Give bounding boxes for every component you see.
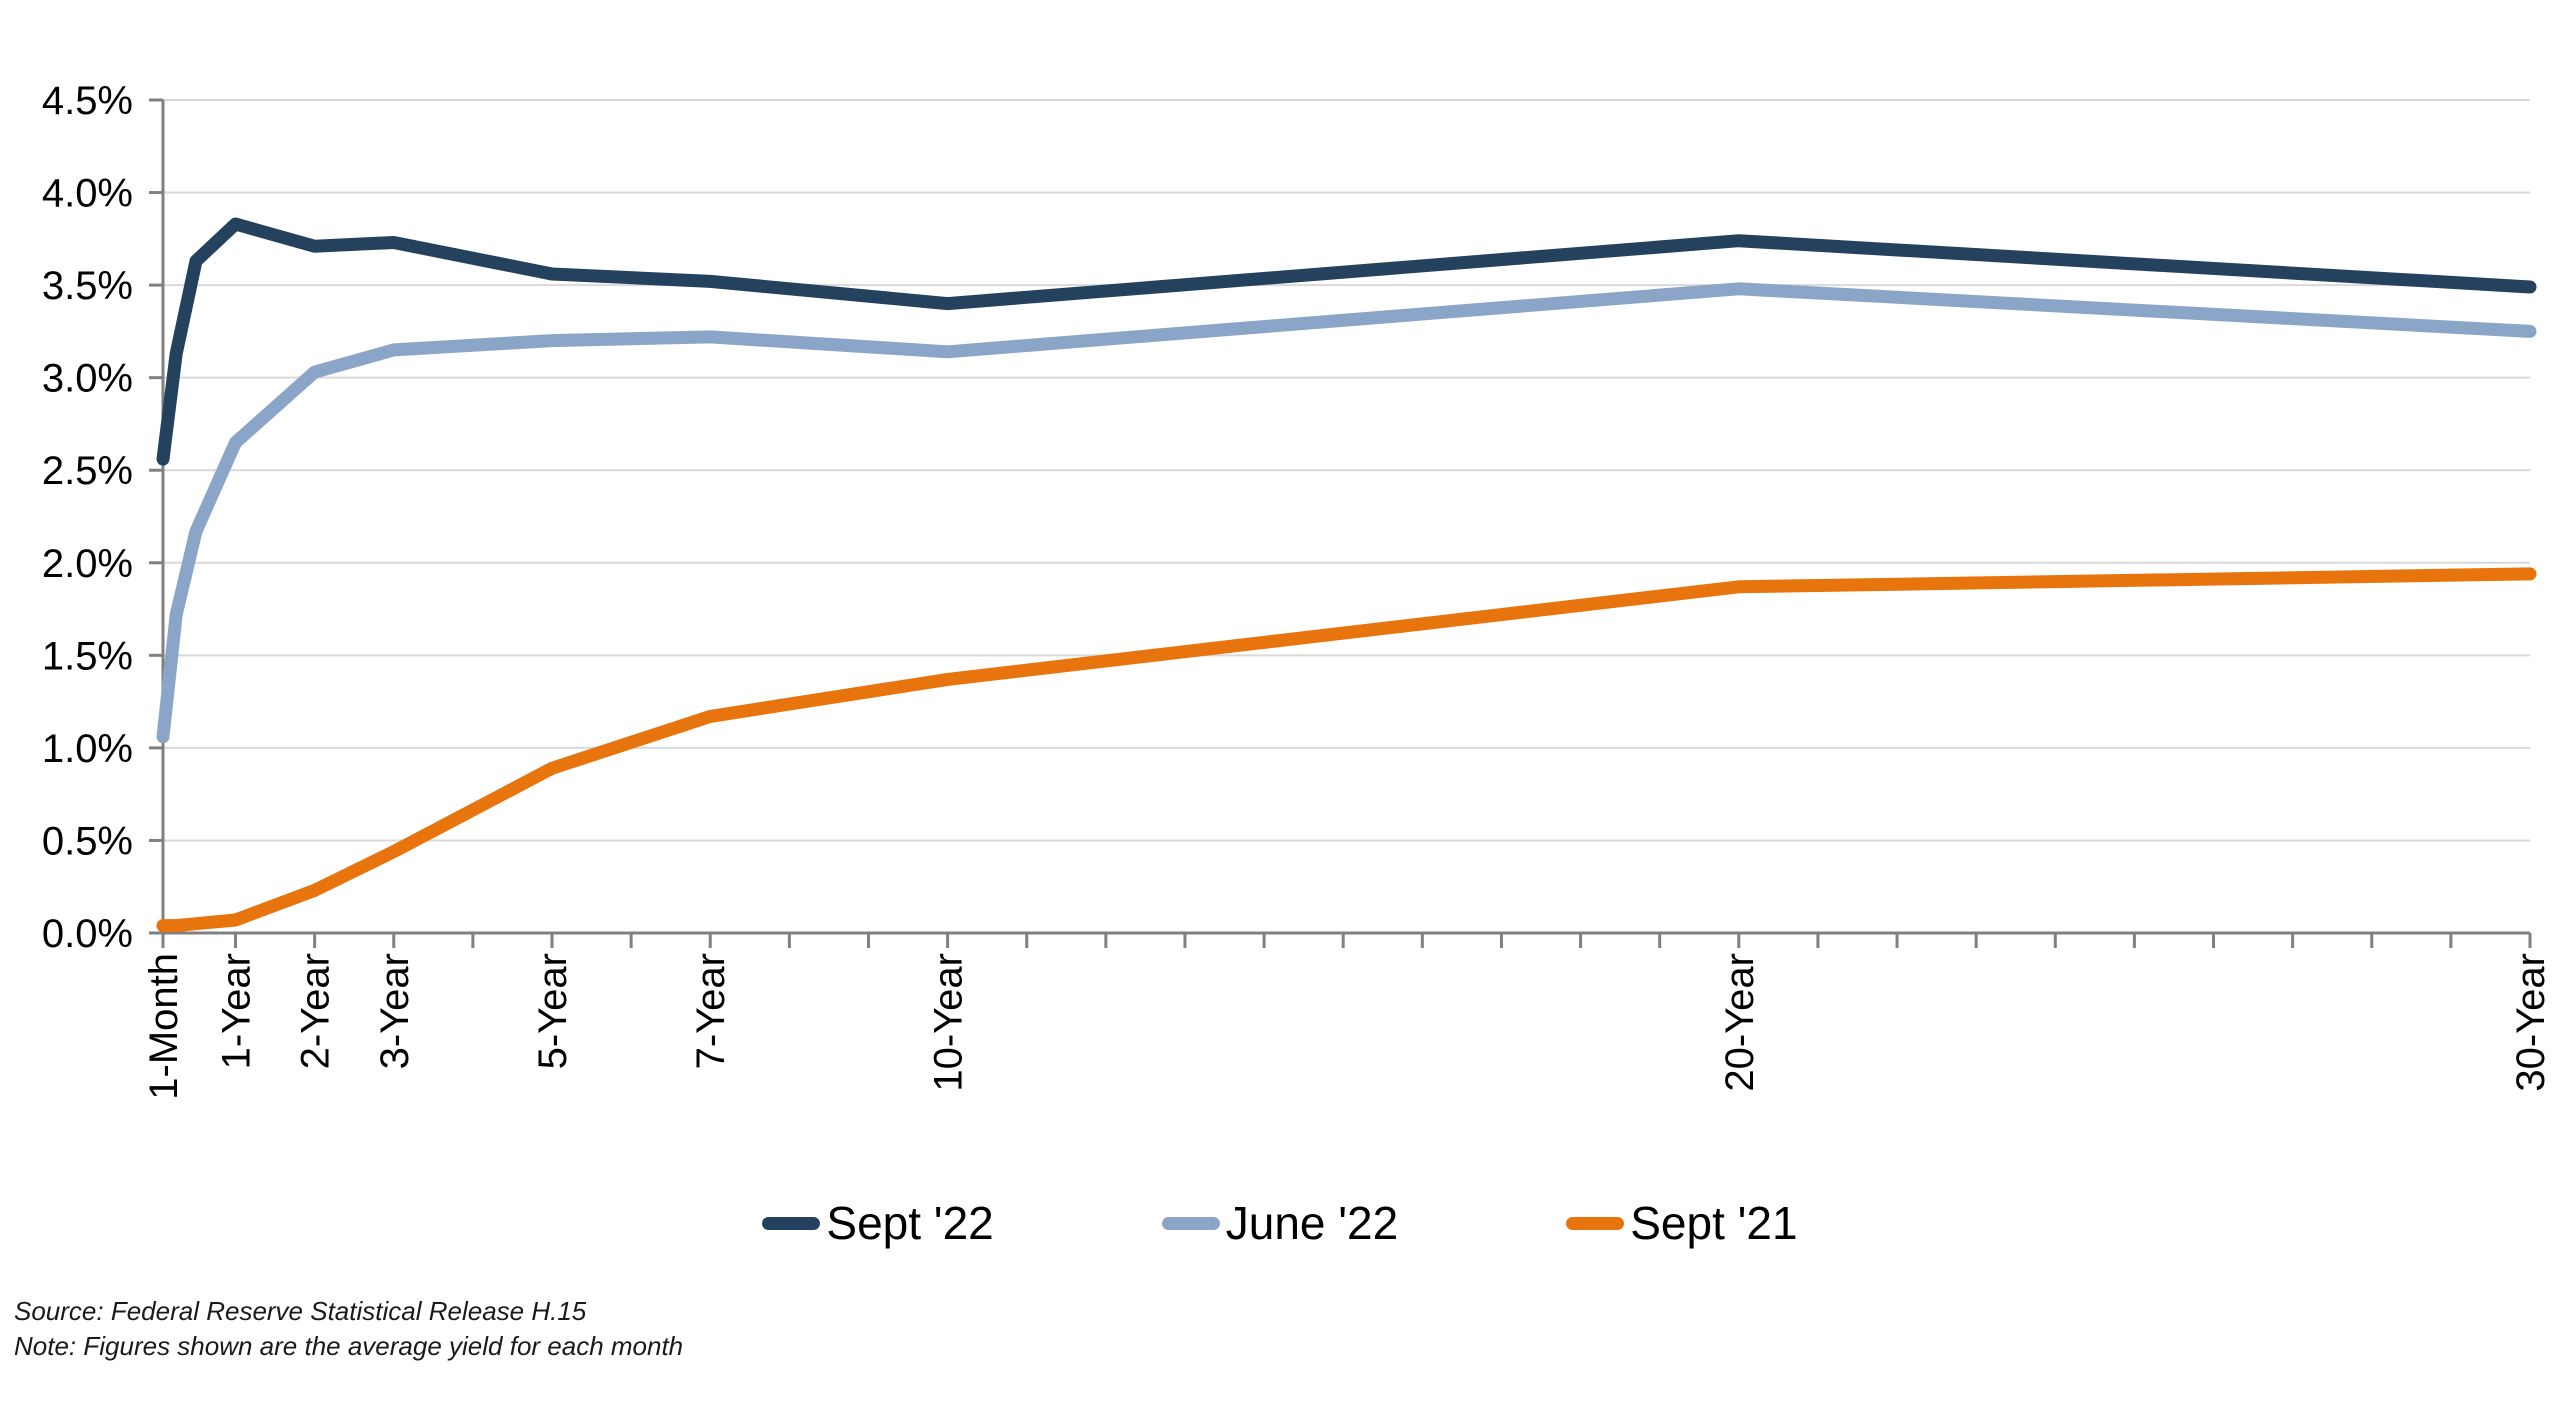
series-line-sept-21 — [156, 567, 2537, 933]
legend-label-june-22: June '22 — [1225, 1197, 1399, 1249]
legend-swatch-june-22 — [1161, 1216, 1220, 1230]
chart-footnotes: Source: Federal Reserve Statistical Rele… — [14, 1294, 683, 1364]
legend-item-sept-22: Sept '22 — [762, 1197, 994, 1249]
legend-item-june-22: June '22 — [1161, 1197, 1399, 1249]
x-axis-label: 3-Year — [373, 953, 417, 1069]
y-axis-label: 3.5% — [42, 264, 133, 308]
y-axis-label: 3.0% — [42, 357, 133, 401]
legend-swatch-sept-21 — [1566, 1216, 1625, 1230]
legend-label-sept-22: Sept '22 — [826, 1197, 994, 1249]
x-axis-label: 10-Year — [927, 953, 971, 1092]
x-axis-label: 1-Month — [142, 953, 186, 1100]
legend-item-sept-21: Sept '21 — [1566, 1197, 1798, 1249]
legend-swatch-sept-22 — [762, 1216, 821, 1230]
method-note: Note: Figures shown are the average yiel… — [14, 1331, 684, 1361]
series-line-sept-22 — [156, 217, 2537, 466]
x-axis-label: 7-Year — [689, 953, 733, 1069]
y-axis-label: 4.5% — [42, 79, 133, 123]
chart-legend: Sept '22 June '22 Sept '21 — [0, 1198, 2560, 1249]
x-axis-label: 30-Year — [2509, 953, 2553, 1092]
y-axis-label: 1.5% — [42, 634, 133, 678]
y-axis-label: 1.0% — [42, 727, 133, 771]
series-line-june-22 — [156, 282, 2537, 744]
x-axis-label: 20-Year — [1718, 953, 1762, 1092]
x-axis-label: 2-Year — [294, 953, 338, 1069]
source-note: Source: Federal Reserve Statistical Rele… — [14, 1296, 587, 1326]
y-axis-label: 0.0% — [42, 912, 133, 956]
legend-label-sept-21: Sept '21 — [1630, 1197, 1798, 1249]
y-axis-label: 0.5% — [42, 819, 133, 863]
x-axis-label: 1-Year — [215, 953, 259, 1069]
x-axis-label: 5-Year — [531, 953, 575, 1069]
y-axis-label: 2.5% — [42, 449, 133, 493]
y-axis-label: 4.0% — [42, 172, 133, 216]
yield-curve-chart-canvas: 0.0% 0.5% 1.0% 1.5% 2.0% 2.5% 3.0% 3.5% 4.0% 4.5%… — [42, 79, 2553, 1100]
y-axis-label: 2.0% — [42, 542, 133, 586]
